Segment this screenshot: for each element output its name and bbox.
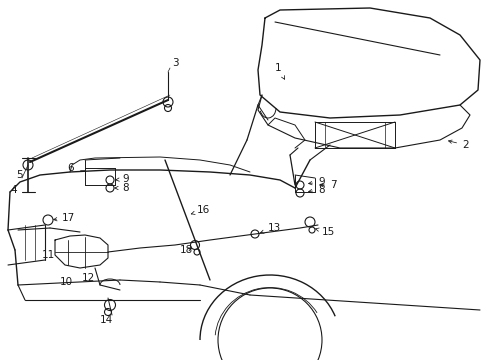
Text: 4: 4 (10, 185, 17, 195)
Text: 2: 2 (447, 140, 468, 150)
Text: 3: 3 (172, 58, 178, 68)
Text: 18: 18 (180, 245, 193, 255)
Text: 13: 13 (260, 223, 281, 233)
Text: 7: 7 (319, 180, 336, 190)
Text: 1: 1 (274, 63, 284, 79)
Circle shape (23, 160, 33, 170)
Text: 11: 11 (42, 250, 55, 260)
Text: 17: 17 (54, 213, 75, 223)
Text: 15: 15 (315, 227, 335, 237)
Text: 12: 12 (82, 273, 95, 283)
Text: 5: 5 (16, 170, 22, 180)
Text: 10: 10 (60, 277, 73, 287)
Text: 14: 14 (100, 315, 113, 325)
Text: 6: 6 (67, 163, 74, 173)
Text: 9: 9 (116, 174, 128, 184)
Text: 16: 16 (191, 205, 210, 215)
Text: 9: 9 (308, 177, 324, 187)
Text: 8: 8 (308, 185, 324, 195)
Text: 8: 8 (115, 183, 128, 193)
